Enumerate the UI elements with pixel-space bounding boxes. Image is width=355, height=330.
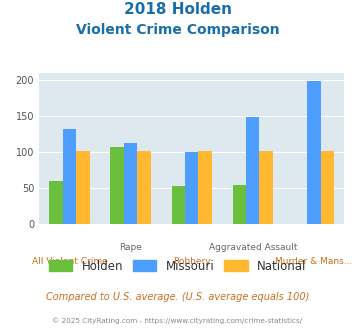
Bar <box>171 186 185 224</box>
Legend: Holden, Missouri, National: Holden, Missouri, National <box>44 255 311 278</box>
Bar <box>246 117 260 224</box>
Text: 2018 Holden: 2018 Holden <box>124 2 231 16</box>
Text: Robbery: Robbery <box>173 257 211 266</box>
Bar <box>185 152 198 224</box>
Bar <box>76 151 90 224</box>
Text: Violent Crime Comparison: Violent Crime Comparison <box>76 23 279 37</box>
Bar <box>321 151 334 224</box>
Bar <box>260 151 273 224</box>
Bar <box>137 151 151 224</box>
Bar <box>198 151 212 224</box>
Bar <box>124 143 137 224</box>
Bar <box>63 129 76 224</box>
Bar <box>49 181 63 224</box>
Bar <box>233 185 246 224</box>
Text: All Violent Crime: All Violent Crime <box>32 257 108 266</box>
Text: Compared to U.S. average. (U.S. average equals 100): Compared to U.S. average. (U.S. average … <box>46 292 309 302</box>
Text: Aggravated Assault: Aggravated Assault <box>208 243 297 251</box>
Text: Rape: Rape <box>119 243 142 251</box>
Text: Murder & Mans...: Murder & Mans... <box>275 257 353 266</box>
Text: © 2025 CityRating.com - https://www.cityrating.com/crime-statistics/: © 2025 CityRating.com - https://www.city… <box>53 317 302 324</box>
Bar <box>307 81 321 224</box>
Bar <box>110 147 124 224</box>
